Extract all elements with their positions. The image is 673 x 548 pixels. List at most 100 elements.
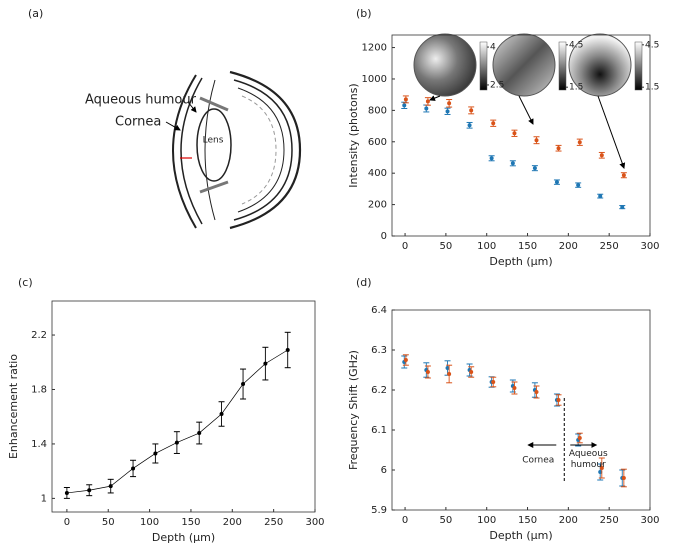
- colorbar-label: 4.5: [569, 40, 583, 50]
- x-tick-label: 200: [559, 515, 578, 526]
- x-tick-label: 150: [181, 517, 200, 528]
- y-axis-label: Enhancement ratio: [7, 354, 20, 459]
- point: [447, 372, 452, 376]
- point: [556, 398, 561, 402]
- x-tick-label: 100: [477, 515, 496, 526]
- point: [556, 146, 561, 151]
- point: [263, 361, 268, 366]
- point: [489, 156, 494, 161]
- point: [512, 386, 517, 390]
- point: [598, 470, 603, 474]
- colorbar-label: 1.5: [645, 83, 659, 93]
- panel-label: (c): [18, 276, 33, 289]
- y-tick-label: 800: [368, 105, 387, 116]
- point: [447, 101, 452, 106]
- y-tick-label: 200: [368, 200, 387, 211]
- point: [467, 123, 472, 128]
- point: [285, 348, 290, 353]
- point: [510, 161, 515, 166]
- diagram-label: Aqueous humour: [85, 93, 197, 108]
- point: [620, 205, 625, 210]
- point: [153, 451, 158, 456]
- panel-label: (a): [28, 7, 43, 20]
- x-tick-label: 0: [402, 241, 408, 252]
- y-tick-label: 1200: [362, 43, 387, 54]
- x-tick-label: 250: [600, 241, 619, 252]
- panel-label: (b): [356, 7, 372, 20]
- point: [491, 380, 496, 384]
- point: [532, 166, 537, 171]
- plot-frame: [391, 309, 651, 511]
- x-tick-label: 300: [305, 517, 324, 528]
- point: [577, 436, 582, 440]
- y-tick-label: 0: [381, 231, 387, 242]
- y-axis-label: Frequency Shift (GHz): [347, 350, 360, 470]
- x-tick-label: 200: [223, 517, 242, 528]
- y-tick-label: 1: [41, 493, 47, 504]
- y-tick-label: 6: [381, 465, 387, 476]
- y-tick-label: 1.8: [31, 384, 47, 395]
- point: [403, 97, 408, 102]
- point: [491, 121, 496, 126]
- x-tick-label: 50: [102, 517, 115, 528]
- point: [577, 140, 582, 145]
- x-tick-label: 50: [440, 241, 453, 252]
- x-axis-label: Depth (μm): [152, 531, 215, 544]
- x-tick-label: 250: [600, 515, 619, 526]
- y-tick-label: 1.4: [31, 439, 47, 450]
- point: [131, 466, 136, 471]
- insets: [413, 33, 632, 169]
- x-tick-label: 100: [140, 517, 159, 528]
- y-tick-label: 6.4: [371, 305, 387, 316]
- x-tick-label: 200: [559, 241, 578, 252]
- colorbar: [479, 41, 488, 91]
- point: [621, 476, 626, 480]
- point: [621, 173, 626, 178]
- point: [219, 411, 224, 416]
- annotation: Aqueous humour: [568, 449, 608, 470]
- point: [554, 180, 559, 185]
- point: [445, 366, 450, 370]
- point: [108, 484, 113, 489]
- point: [445, 109, 450, 114]
- point: [512, 131, 517, 136]
- y-tick-label: 6.2: [371, 385, 387, 396]
- y-tick-label: 2.2: [31, 330, 47, 341]
- colorbar-label: 2.5: [490, 80, 504, 90]
- point: [534, 390, 539, 394]
- x-tick-label: 100: [477, 241, 496, 252]
- point: [241, 382, 246, 387]
- y-tick-label: 1000: [362, 74, 387, 85]
- point: [469, 370, 474, 374]
- point: [424, 106, 429, 111]
- colorbar-label: 4.5: [645, 40, 659, 50]
- colorbar-label: 4: [490, 43, 496, 53]
- annotation: Cornea: [522, 456, 554, 466]
- point: [599, 153, 604, 158]
- x-tick-label: 150: [518, 241, 537, 252]
- x-axis-label: Depth (μm): [489, 255, 552, 268]
- line: [66, 349, 288, 494]
- y-tick-label: 5.9: [371, 505, 387, 516]
- point: [576, 183, 581, 188]
- diagram-label: Lens: [203, 136, 224, 146]
- point: [403, 358, 408, 362]
- x-axis-label: Depth (μm): [489, 529, 552, 542]
- point: [64, 490, 69, 495]
- colorbar: [634, 41, 643, 91]
- y-tick-label: 6.3: [371, 345, 387, 356]
- diagram-label: Cornea: [115, 115, 161, 130]
- y-axis-label: Intensity (photons): [347, 83, 360, 187]
- x-tick-label: 50: [440, 515, 453, 526]
- eye-diagram: [165, 70, 302, 230]
- point: [425, 370, 430, 374]
- panel-label: (d): [356, 276, 372, 289]
- colorbar-label: 1.5: [569, 83, 583, 93]
- x-tick-label: 300: [640, 515, 659, 526]
- annotation-box: Aqueous humour: [568, 449, 608, 470]
- plot-frame: [391, 34, 651, 237]
- colorbar: [558, 41, 567, 91]
- point: [534, 138, 539, 143]
- x-tick-label: 0: [64, 517, 70, 528]
